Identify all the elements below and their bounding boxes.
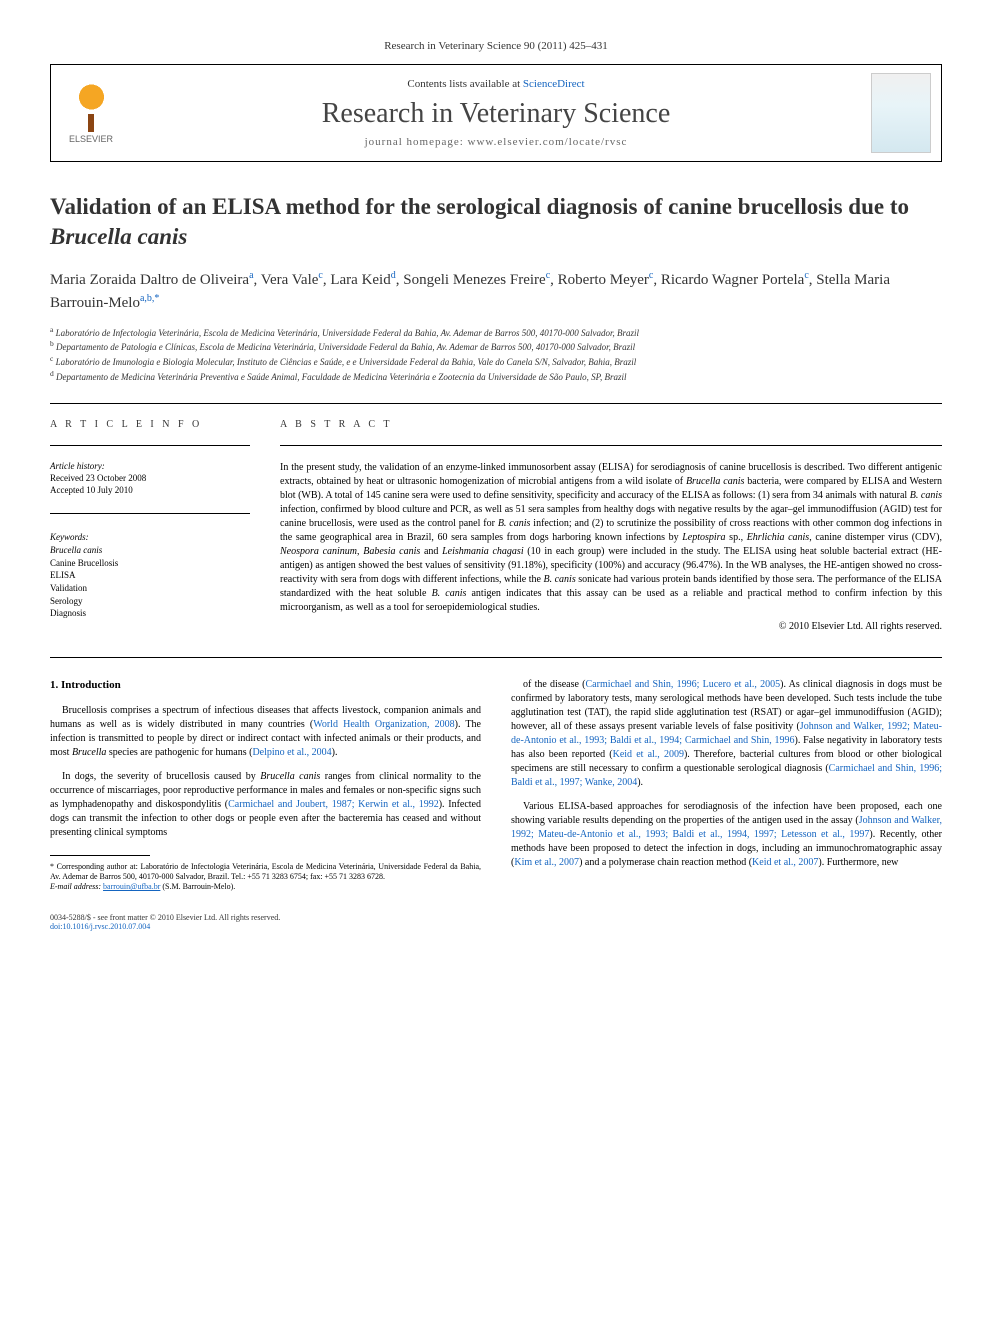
body-columns: 1. Introduction Brucellosis comprises a … bbox=[50, 678, 942, 893]
copyright: © 2010 Elsevier Ltd. All rights reserved… bbox=[280, 621, 942, 632]
email-label: E-mail address: bbox=[50, 882, 103, 891]
homepage-line: journal homepage: www.elsevier.com/locat… bbox=[136, 136, 856, 148]
info-divider-1 bbox=[50, 445, 250, 446]
authors-line: Maria Zoraida Daltro de Oliveiraa, Vera … bbox=[50, 268, 942, 315]
column-left: 1. Introduction Brucellosis comprises a … bbox=[50, 678, 481, 893]
contents-line: Contents lists available at ScienceDirec… bbox=[136, 78, 856, 90]
title-italic: Brucella canis bbox=[50, 224, 187, 249]
abstract: A B S T R A C T In the present study, th… bbox=[280, 419, 942, 632]
article-info: A R T I C L E I N F O Article history: R… bbox=[50, 419, 250, 632]
footnote-divider bbox=[50, 855, 150, 856]
header-box: ELSEVIER Contents lists available at Sci… bbox=[50, 64, 942, 162]
accepted-date: Accepted 10 July 2010 bbox=[50, 485, 250, 495]
keywords-label: Keywords: bbox=[50, 532, 250, 542]
email-link[interactable]: barrouin@ufba.br bbox=[103, 882, 160, 891]
footer-issn: 0034-5288/$ - see front matter © 2010 El… bbox=[50, 913, 280, 922]
keywords-list: Brucella canisCanine BrucellosisELISAVal… bbox=[50, 544, 250, 620]
received-date: Received 23 October 2008 bbox=[50, 473, 250, 483]
intro-p3: of the disease (Carmichael and Shin, 199… bbox=[511, 678, 942, 790]
journal-name: Research in Veterinary Science bbox=[136, 98, 856, 130]
intro-p1: Brucellosis comprises a spectrum of infe… bbox=[50, 704, 481, 760]
elsevier-label: ELSEVIER bbox=[69, 134, 113, 144]
info-abstract-row: A R T I C L E I N F O Article history: R… bbox=[50, 419, 942, 632]
corresponding-footnote: * Corresponding author at: Laboratório d… bbox=[50, 862, 481, 883]
divider-body bbox=[50, 657, 942, 658]
footer: 0034-5288/$ - see front matter © 2010 El… bbox=[50, 913, 942, 931]
title-text: Validation of an ELISA method for the se… bbox=[50, 194, 909, 219]
info-divider-2 bbox=[50, 513, 250, 514]
abstract-text: In the present study, the validation of … bbox=[280, 461, 942, 615]
intro-p4: Various ELISA-based approaches for serod… bbox=[511, 800, 942, 870]
divider-top bbox=[50, 403, 942, 404]
abstract-heading: A B S T R A C T bbox=[280, 419, 942, 430]
intro-heading: 1. Introduction bbox=[50, 678, 481, 693]
column-right: of the disease (Carmichael and Shin, 199… bbox=[511, 678, 942, 893]
email-footnote: E-mail address: barrouin@ufba.br (S.M. B… bbox=[50, 882, 481, 892]
history-label: Article history: bbox=[50, 461, 250, 471]
elsevier-logo: ELSEVIER bbox=[61, 78, 121, 148]
affiliations: a Laboratório de Infectologia Veterinári… bbox=[50, 325, 942, 383]
footer-doi: doi:10.1016/j.rvsc.2010.07.004 bbox=[50, 922, 280, 931]
header-center: Contents lists available at ScienceDirec… bbox=[136, 78, 856, 148]
abstract-divider bbox=[280, 445, 942, 446]
intro-p2: In dogs, the severity of brucellosis cau… bbox=[50, 770, 481, 840]
article-title: Validation of an ELISA method for the se… bbox=[50, 192, 942, 252]
elsevier-tree-icon bbox=[69, 82, 114, 132]
contents-prefix: Contents lists available at bbox=[407, 78, 522, 90]
header-reference: Research in Veterinary Science 90 (2011)… bbox=[50, 40, 942, 52]
email-suffix: (S.M. Barrouin-Melo). bbox=[160, 882, 235, 891]
sciencedirect-link[interactable]: ScienceDirect bbox=[523, 78, 585, 90]
footer-left: 0034-5288/$ - see front matter © 2010 El… bbox=[50, 913, 280, 931]
journal-cover-thumbnail bbox=[871, 73, 931, 153]
article-info-heading: A R T I C L E I N F O bbox=[50, 419, 250, 430]
